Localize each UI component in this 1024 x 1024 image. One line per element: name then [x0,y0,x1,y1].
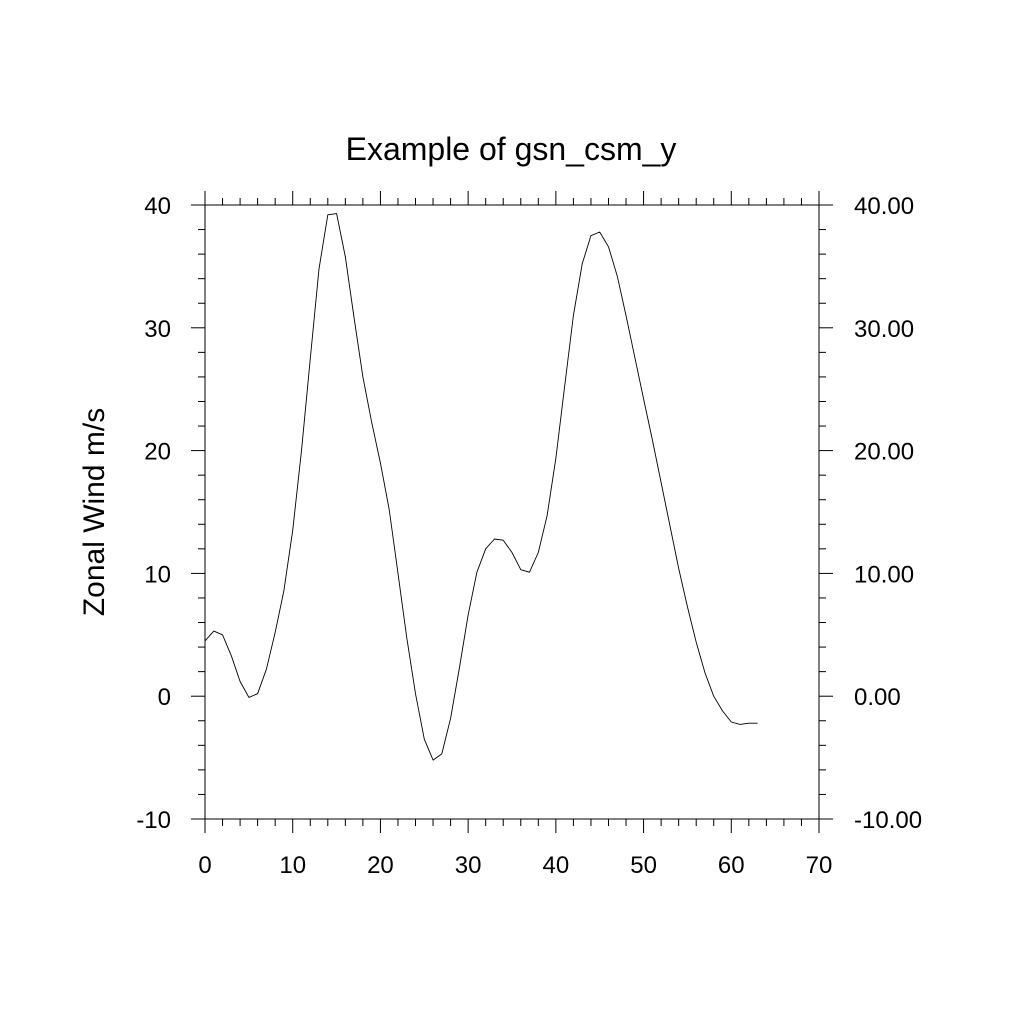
x-tick-label: 70 [806,852,833,879]
y-tick-label-left: 0 [158,684,171,711]
chart-title: Example of gsn_csm_y [346,131,677,167]
y-tick-label-left: 30 [144,316,171,343]
y-tick-label-left: 20 [144,439,171,466]
x-tick-label: 0 [198,852,211,879]
x-tick-label: 10 [279,852,306,879]
y-axis-label: Zonal Wind m/s [78,408,111,616]
x-tick-label: 30 [455,852,482,879]
axis-tick-labels: 0 10 20 30 40 50 60 70 -10 -10.00 0 0.00 10 10.00 20 20… [136,193,922,879]
plot-frame [204,204,820,820]
y-tick-label-right: 10.00 [854,561,914,588]
y-tick-label-left: 10 [144,561,171,588]
x-tick-label: 40 [543,852,570,879]
y-tick-label-right: 30.00 [854,316,914,343]
y-tick-label-left: 40 [144,193,171,220]
y-tick-label-right: -10.00 [854,807,922,834]
axis-ticks [191,191,833,833]
y-tick-label-right: 20.00 [854,439,914,466]
series-line [204,213,758,761]
y-tick-label-right: 0.00 [854,684,901,711]
x-tick-label: 20 [367,852,394,879]
x-tick-label: 60 [718,852,745,879]
x-tick-label: 50 [630,852,657,879]
y-tick-label-left: -10 [136,807,171,834]
y-tick-label-right: 40.00 [854,193,914,220]
